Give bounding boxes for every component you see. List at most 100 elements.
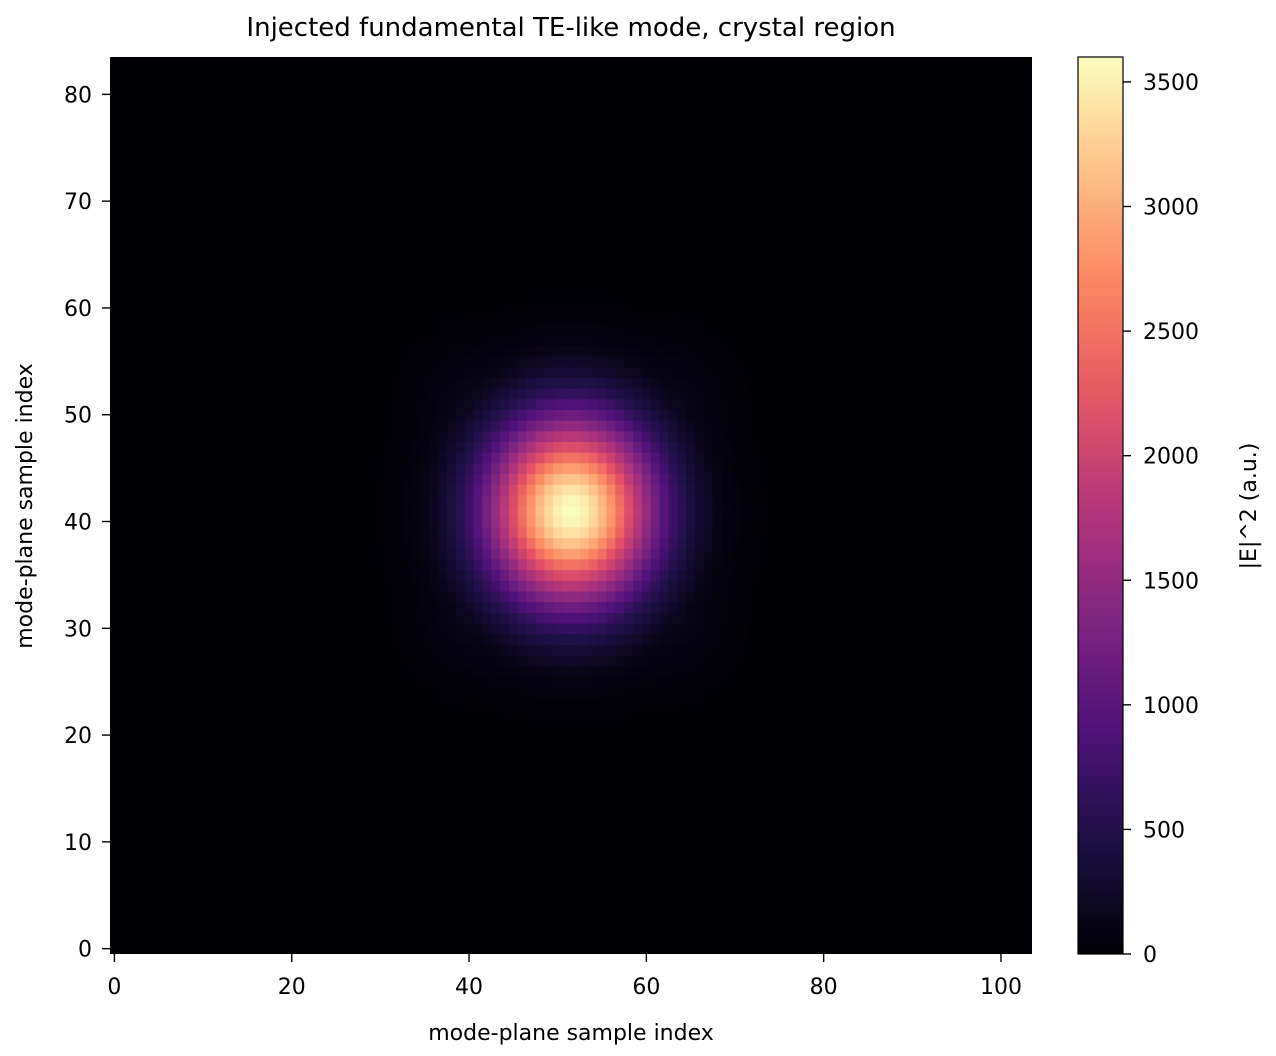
heatmap-cell — [766, 505, 776, 517]
heatmap-cell — [491, 622, 501, 635]
heatmap-cell — [686, 420, 696, 432]
heatmap-cell — [491, 548, 501, 560]
heatmap-cell — [721, 484, 732, 496]
heatmap-cell — [544, 420, 554, 432]
heatmap-cell — [553, 569, 563, 581]
heatmap-cell — [411, 398, 421, 410]
heatmap-cell — [491, 537, 501, 549]
heatmap-cell — [650, 526, 661, 539]
heatmap-cell — [615, 323, 625, 336]
heatmap-cell — [473, 665, 483, 677]
heatmap-cell — [703, 537, 714, 549]
heatmap-cell — [588, 580, 599, 592]
heatmap-cell — [739, 388, 749, 400]
heatmap-cell — [526, 462, 537, 475]
heatmap-cell — [517, 633, 528, 645]
heatmap-cell — [588, 537, 599, 549]
heatmap-cell — [508, 441, 519, 453]
heatmap-cell — [420, 590, 430, 603]
heatmap-cell — [650, 622, 661, 635]
heatmap-cell — [712, 622, 723, 635]
heatmap-cell — [650, 302, 661, 314]
heatmap-cell — [712, 569, 723, 581]
heatmap-cell — [464, 687, 475, 699]
heatmap-cell — [721, 590, 732, 603]
heatmap-cell — [686, 687, 696, 699]
heatmap-cell — [615, 526, 625, 539]
heatmap-cell — [429, 313, 439, 325]
heatmap-cell — [482, 345, 492, 357]
y-tick-label: 80 — [64, 83, 92, 108]
heatmap-cell — [668, 708, 678, 720]
heatmap-cell — [712, 345, 723, 357]
heatmap-cell — [641, 494, 652, 507]
heatmap-cell — [535, 377, 546, 389]
heatmap-cell — [624, 526, 634, 539]
heatmap-cell — [411, 334, 421, 346]
heatmap-cell — [562, 526, 572, 539]
heatmap-cell — [633, 356, 643, 368]
heatmap-cell — [544, 377, 554, 389]
colorbar — [1078, 57, 1123, 954]
heatmap-cell — [411, 388, 421, 400]
heatmap-cell — [650, 494, 661, 507]
heatmap-cell — [579, 708, 590, 720]
heatmap-cell — [721, 665, 732, 677]
heatmap-cell — [411, 462, 421, 475]
heatmap-cell — [748, 388, 758, 400]
heatmap-cell — [508, 537, 519, 549]
heatmap-cell — [579, 313, 590, 325]
heatmap-cell — [438, 452, 448, 464]
heatmap-cell — [464, 548, 475, 560]
heatmap-cell — [677, 313, 687, 325]
heatmap-cell — [438, 356, 448, 368]
heatmap-cell — [535, 484, 546, 496]
heatmap-cell — [544, 687, 554, 699]
heatmap-cell — [420, 665, 430, 677]
heatmap-cell — [544, 580, 554, 592]
heatmap-cell — [641, 398, 652, 410]
heatmap-cell — [402, 644, 413, 656]
heatmap-cell — [721, 366, 732, 378]
heatmap-cell — [579, 655, 590, 667]
heatmap-cell — [491, 601, 501, 613]
heatmap-cell — [553, 441, 563, 453]
heatmap-cell — [739, 441, 749, 453]
heatmap-cell — [544, 590, 554, 603]
heatmap-cell — [562, 356, 572, 368]
heatmap-cell — [544, 462, 554, 475]
heatmap-cell — [641, 430, 652, 443]
heatmap-cell — [429, 676, 439, 688]
heatmap-cell — [597, 462, 608, 475]
heatmap-cell — [615, 313, 625, 325]
heatmap-cell — [597, 473, 608, 485]
heatmap-cell — [429, 505, 439, 517]
heatmap-cell — [588, 633, 599, 645]
heatmap-cell — [535, 291, 546, 304]
heatmap-cell — [500, 708, 510, 720]
heatmap-cell — [615, 484, 625, 496]
heatmap-cell — [508, 302, 519, 314]
heatmap-cell — [438, 622, 448, 635]
heatmap-cell — [677, 655, 687, 667]
heatmap-cell — [402, 526, 413, 539]
heatmap-cell — [500, 569, 510, 581]
heatmap-cell — [455, 601, 466, 613]
heatmap-cell — [420, 377, 430, 389]
heatmap-cell — [650, 484, 661, 496]
heatmap-cell — [703, 622, 714, 635]
heatmap-cell — [562, 494, 572, 507]
heatmap-cell — [695, 505, 705, 517]
heatmap-cell — [606, 484, 616, 496]
heatmap-cell — [429, 633, 439, 645]
heatmap-cell — [446, 377, 457, 389]
heatmap-cell — [606, 569, 616, 581]
heatmap-cell — [624, 622, 634, 635]
heatmap-cell — [562, 601, 572, 613]
heatmap-cell — [446, 462, 457, 475]
heatmap-cell — [402, 537, 413, 549]
heatmap-cell — [393, 548, 404, 560]
heatmap-cell — [535, 580, 546, 592]
heatmap-cell — [535, 345, 546, 357]
heatmap-cell — [712, 601, 723, 613]
